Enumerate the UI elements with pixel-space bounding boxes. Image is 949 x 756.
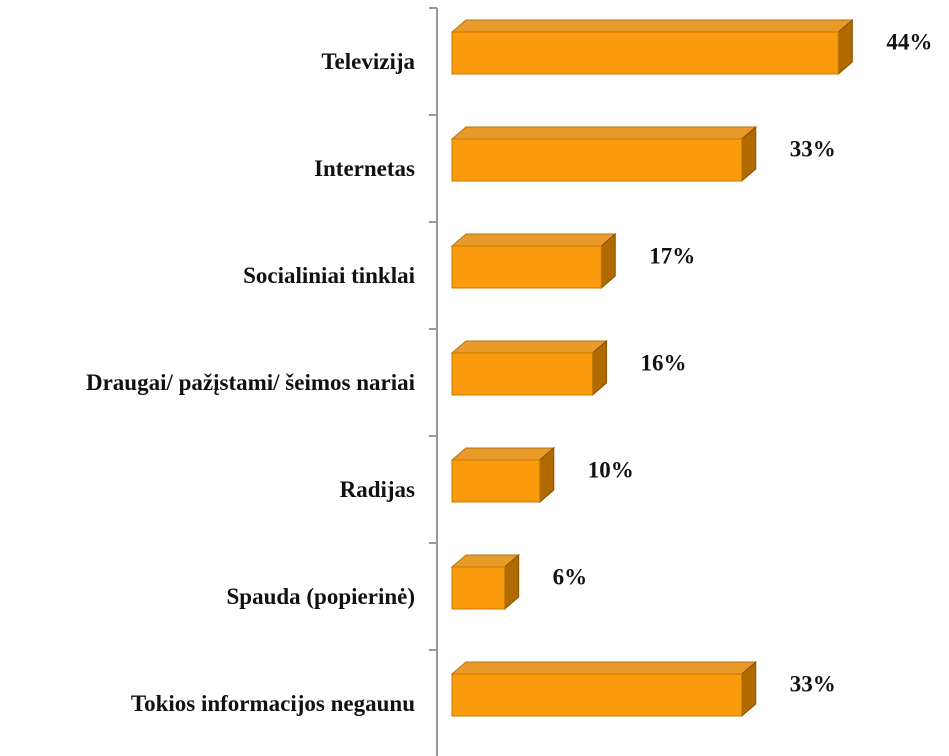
value-label: 17% xyxy=(649,243,695,268)
category-label: Spauda (popierinė) xyxy=(226,583,415,609)
category-label-box: Socialiniai tinklai xyxy=(35,222,415,329)
bar xyxy=(451,673,743,717)
category-label-box: Radijas xyxy=(35,436,415,543)
bar-top xyxy=(450,661,758,675)
value-label: 16% xyxy=(640,350,686,375)
value-label: 33% xyxy=(790,136,836,161)
bar xyxy=(451,245,602,289)
category-label: Tokios informacijos negaunu xyxy=(130,690,415,716)
bar xyxy=(451,566,506,610)
value-label: 33% xyxy=(790,671,836,696)
category-label: Socialiniai tinklai xyxy=(243,262,415,288)
category-label-box: Spauda (popierinė) xyxy=(35,543,415,650)
bar xyxy=(451,31,839,75)
value-label: 6% xyxy=(553,564,588,589)
value-label: 44% xyxy=(886,29,932,54)
category-label-box: Draugai/ pažįstami/ šeimos nariai xyxy=(35,329,415,436)
category-label-box: Internetas xyxy=(35,115,415,222)
bar-top xyxy=(450,340,608,354)
category-label: Draugai/ pažįstami/ šeimos nariai xyxy=(85,369,415,395)
category-label: Radijas xyxy=(339,476,415,502)
bar xyxy=(451,459,541,503)
value-label: 10% xyxy=(588,457,634,482)
category-label-box: Tokios informacijos negaunu xyxy=(35,650,415,756)
bar xyxy=(451,138,743,182)
bar-top xyxy=(450,447,556,461)
bar-top xyxy=(450,19,854,33)
category-label: Internetas xyxy=(314,155,415,181)
category-label: Televizija xyxy=(321,48,415,74)
bar xyxy=(451,352,593,396)
category-label-box: Televizija xyxy=(35,8,415,115)
bar-top xyxy=(450,233,617,247)
bar-top xyxy=(450,126,758,140)
